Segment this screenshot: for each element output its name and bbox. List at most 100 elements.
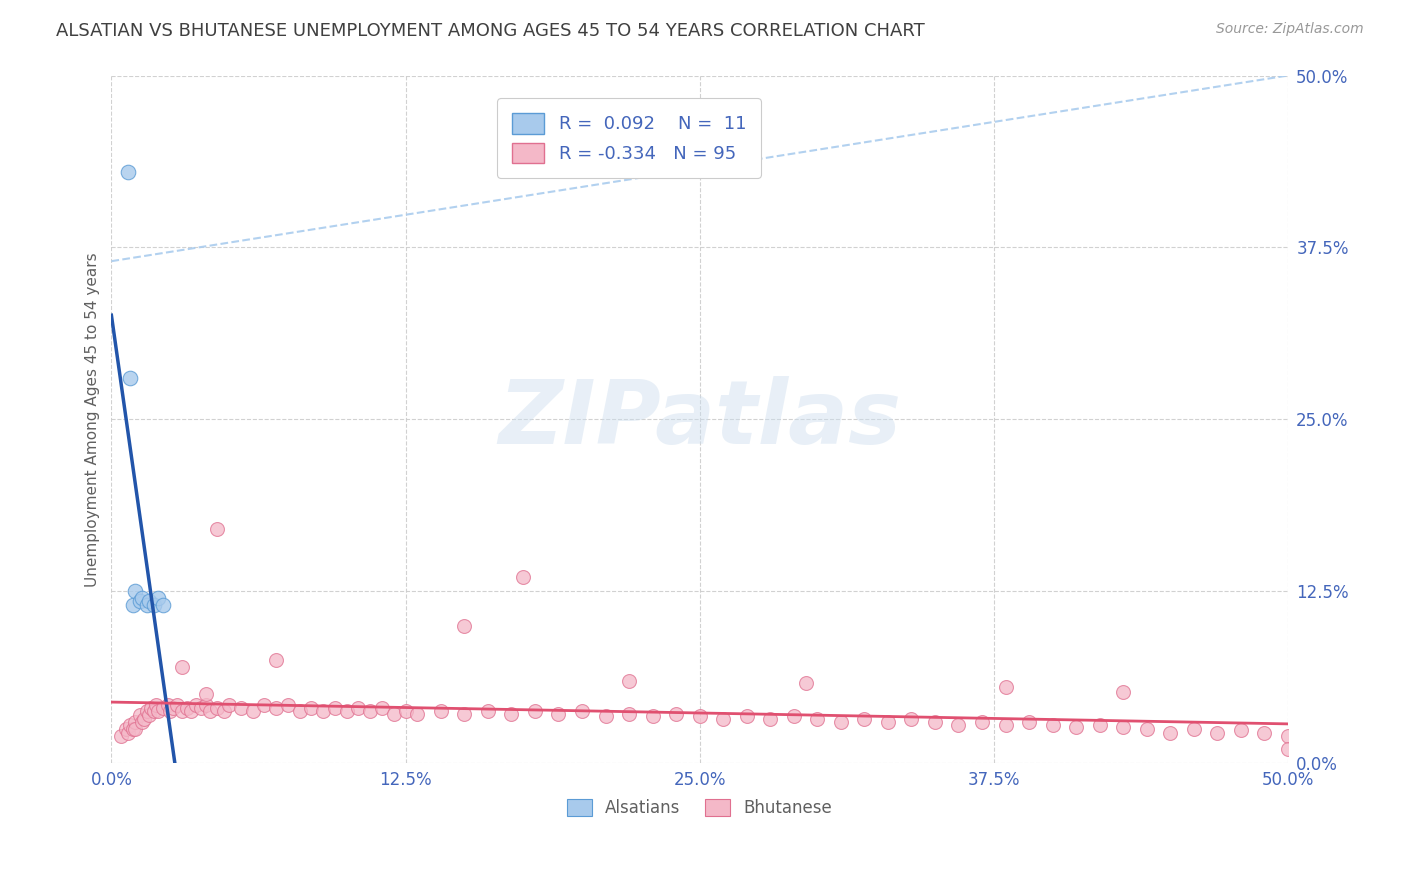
Point bbox=[430, 704, 453, 718]
Point bbox=[134, 712, 156, 726]
Point bbox=[759, 712, 782, 726]
Point bbox=[323, 701, 346, 715]
Point bbox=[110, 729, 132, 743]
Point bbox=[735, 709, 758, 723]
Point bbox=[120, 371, 142, 385]
Point bbox=[288, 704, 311, 718]
Point bbox=[806, 712, 828, 726]
Point bbox=[277, 698, 299, 713]
Point bbox=[207, 522, 229, 536]
Point bbox=[1277, 729, 1299, 743]
Point bbox=[453, 618, 475, 632]
Point bbox=[1182, 722, 1205, 736]
Point bbox=[152, 598, 174, 612]
Point bbox=[264, 701, 287, 715]
Point bbox=[523, 704, 546, 718]
Point bbox=[264, 653, 287, 667]
Point bbox=[359, 704, 381, 718]
Point bbox=[180, 704, 202, 718]
Point bbox=[1253, 726, 1275, 740]
Point bbox=[207, 701, 229, 715]
Point bbox=[1112, 684, 1135, 698]
Point bbox=[394, 704, 416, 718]
Point bbox=[114, 722, 136, 736]
Point bbox=[948, 717, 970, 731]
Point bbox=[128, 594, 150, 608]
Legend: Alsatians, Bhutanese: Alsatians, Bhutanese bbox=[560, 792, 839, 823]
Point bbox=[148, 591, 170, 606]
Point bbox=[214, 704, 236, 718]
Point bbox=[170, 660, 193, 674]
Point bbox=[152, 701, 174, 715]
Point bbox=[571, 704, 593, 718]
Point bbox=[176, 701, 198, 715]
Point bbox=[124, 584, 146, 599]
Point bbox=[595, 709, 617, 723]
Point bbox=[689, 709, 711, 723]
Point bbox=[159, 704, 181, 718]
Point bbox=[131, 591, 153, 606]
Point bbox=[242, 704, 264, 718]
Point bbox=[190, 701, 212, 715]
Point bbox=[617, 673, 640, 688]
Point bbox=[124, 722, 146, 736]
Point bbox=[876, 714, 898, 729]
Point bbox=[166, 698, 188, 713]
Point bbox=[641, 709, 664, 723]
Point bbox=[142, 598, 165, 612]
Point bbox=[994, 717, 1017, 731]
Point bbox=[1112, 720, 1135, 734]
Point bbox=[170, 704, 193, 718]
Point bbox=[194, 698, 217, 713]
Point bbox=[830, 714, 852, 729]
Point bbox=[312, 704, 335, 718]
Point bbox=[382, 706, 405, 721]
Point bbox=[1064, 720, 1087, 734]
Y-axis label: Unemployment Among Ages 45 to 54 years: Unemployment Among Ages 45 to 54 years bbox=[86, 252, 100, 587]
Point bbox=[1277, 742, 1299, 756]
Point bbox=[547, 706, 569, 721]
Point bbox=[347, 701, 370, 715]
Point bbox=[218, 698, 240, 713]
Point bbox=[135, 704, 157, 718]
Point bbox=[184, 698, 207, 713]
Point bbox=[1159, 726, 1181, 740]
Point bbox=[194, 687, 217, 701]
Point bbox=[994, 681, 1017, 695]
Point bbox=[371, 701, 394, 715]
Point bbox=[138, 708, 160, 723]
Point bbox=[299, 701, 322, 715]
Point bbox=[145, 698, 167, 713]
Point bbox=[1230, 723, 1253, 738]
Point bbox=[117, 165, 139, 179]
Text: ZIPatlas: ZIPatlas bbox=[498, 376, 901, 463]
Point bbox=[453, 706, 475, 721]
Point bbox=[138, 594, 160, 608]
Point bbox=[512, 570, 534, 584]
Point bbox=[1042, 717, 1064, 731]
Point bbox=[121, 722, 143, 736]
Point bbox=[924, 714, 946, 729]
Point bbox=[200, 704, 222, 718]
Point bbox=[501, 706, 523, 721]
Point bbox=[1088, 717, 1111, 731]
Point bbox=[124, 714, 146, 729]
Point bbox=[148, 704, 170, 718]
Point bbox=[162, 701, 184, 715]
Point bbox=[336, 704, 359, 718]
Point bbox=[253, 698, 276, 713]
Point bbox=[617, 706, 640, 721]
Text: ALSATIAN VS BHUTANESE UNEMPLOYMENT AMONG AGES 45 TO 54 YEARS CORRELATION CHART: ALSATIAN VS BHUTANESE UNEMPLOYMENT AMONG… bbox=[56, 22, 925, 40]
Point bbox=[117, 726, 139, 740]
Point bbox=[900, 712, 922, 726]
Point bbox=[711, 712, 734, 726]
Point bbox=[1018, 714, 1040, 729]
Point bbox=[156, 698, 179, 713]
Point bbox=[406, 706, 429, 721]
Text: Source: ZipAtlas.com: Source: ZipAtlas.com bbox=[1216, 22, 1364, 37]
Point bbox=[120, 717, 142, 731]
Point bbox=[128, 708, 150, 723]
Point bbox=[783, 709, 806, 723]
Point bbox=[794, 676, 817, 690]
Point bbox=[1136, 722, 1159, 736]
